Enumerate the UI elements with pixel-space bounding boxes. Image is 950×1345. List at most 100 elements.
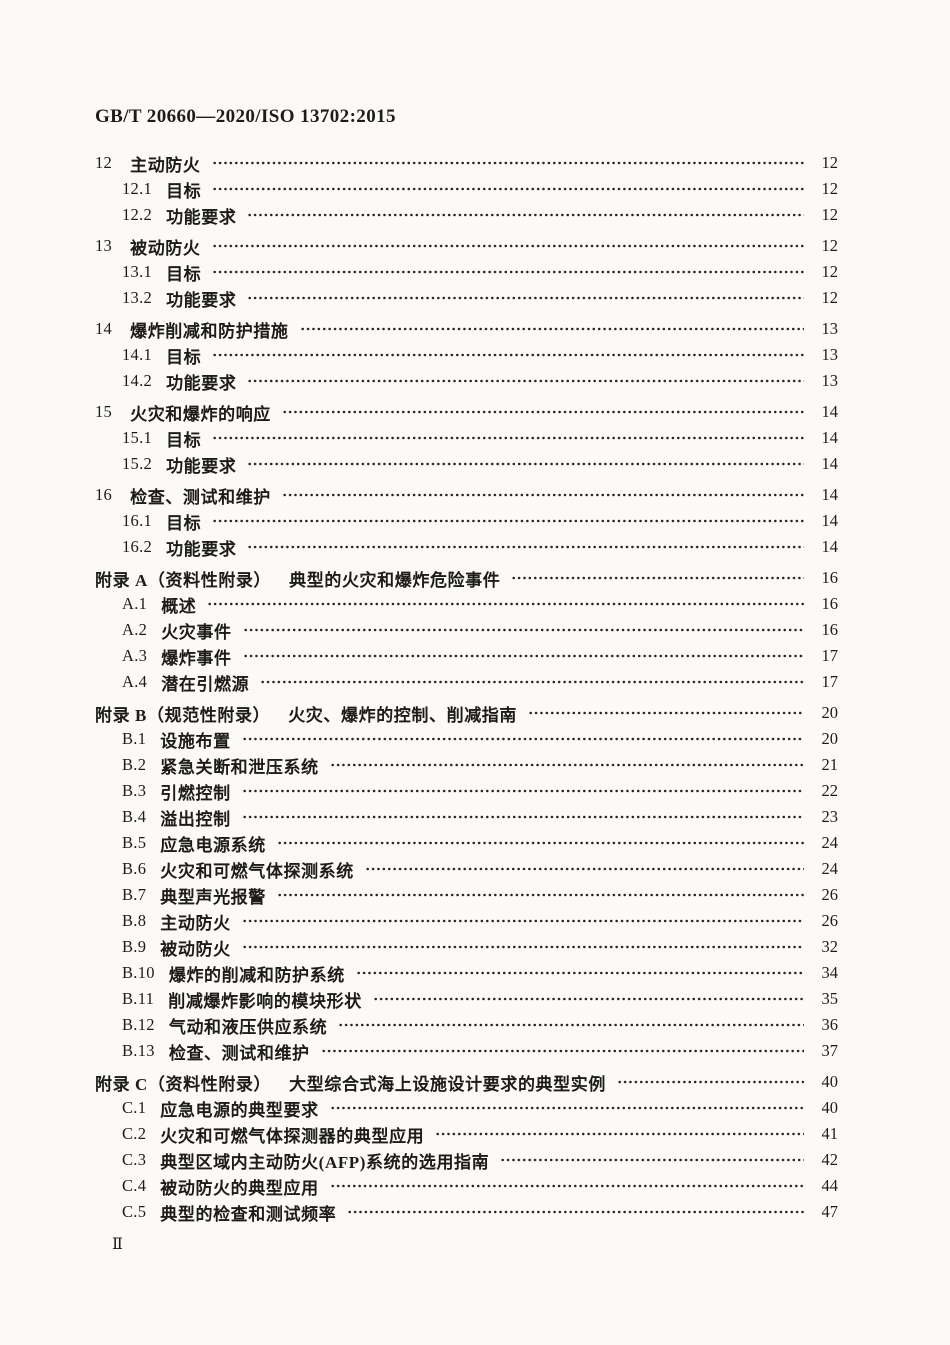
toc-entry-page: 14 — [821, 428, 839, 447]
toc-entry-number: A.2 — [122, 620, 148, 639]
toc-dot-leader — [242, 617, 804, 643]
toc-entry: C.4 被动防火的典型应用 44 — [95, 1173, 838, 1199]
toc-entry-page: 16 — [821, 620, 839, 639]
toc-entry: 15 火灾和爆炸的响应 14 — [95, 399, 838, 425]
toc-dot-leader — [329, 1173, 804, 1199]
toc-entry: 16 检查、测试和维护 14 — [95, 482, 838, 508]
toc-entry-title: 被动防火的典型应用 — [160, 1178, 319, 1198]
toc-entry-number: B.3 — [122, 781, 147, 800]
toc-dot-leader — [211, 150, 804, 176]
toc-entry-title: 设施布置 — [160, 731, 231, 751]
toc-entry-number: B.4 — [122, 807, 147, 826]
toc-entry: B.7 典型声光报警 26 — [95, 882, 838, 908]
toc-entry-title: 主动防火 — [160, 913, 231, 933]
toc-entry-page: 22 — [821, 781, 839, 800]
toc-entry-number: 16.1 — [122, 511, 153, 530]
toc-entry-page: 14 — [821, 402, 839, 421]
toc-entry-title: 被动防火 — [130, 238, 201, 258]
toc-entry-number: C.4 — [122, 1176, 147, 1195]
toc-entry-number: 14 — [95, 319, 113, 338]
toc-dot-leader — [329, 1095, 804, 1121]
toc-entry-number: 12.1 — [122, 179, 153, 198]
toc-entry-title: 火灾和可燃气体探测系统 — [160, 861, 354, 881]
toc-entry: B.3 引燃控制 22 — [95, 778, 838, 804]
toc-entry-title: 应急电源系统 — [160, 835, 266, 855]
toc-dot-leader — [212, 425, 804, 451]
toc-entry-title: 概述 — [161, 596, 197, 616]
toc-entry-page: 12 — [821, 236, 839, 255]
toc-entry-page: 42 — [821, 1150, 839, 1169]
toc-entry: B.13 检查、测试和维护 37 — [95, 1038, 838, 1064]
toc-entry-page: 12 — [821, 288, 839, 307]
toc-entry: 14.2 功能要求 13 — [95, 368, 838, 394]
toc-entry-title: 功能要求 — [166, 539, 237, 559]
toc-dot-leader — [281, 399, 804, 425]
toc-entry: B.1 设施布置 20 — [95, 726, 838, 752]
toc-entry: C.5 典型的检查和测试频率 47 — [95, 1199, 838, 1225]
toc-dot-leader — [299, 316, 804, 342]
toc-entry: 16.1 目标 14 — [95, 508, 838, 534]
toc-entry: 附录 C（资料性附录） 大型综合式海上设施设计要求的典型实例 40 — [95, 1069, 838, 1095]
toc-entry-page: 16 — [821, 568, 839, 587]
toc-dot-leader — [241, 934, 804, 960]
page-number-footer: Ⅱ — [112, 1236, 124, 1253]
toc-dot-leader — [511, 565, 804, 591]
toc-entry-number: B.10 — [122, 963, 155, 982]
toc-entry-title: 功能要求 — [166, 290, 237, 310]
toc-entry-title: 火灾事件 — [161, 622, 232, 642]
toc-dot-leader — [364, 856, 804, 882]
toc-entry-title: 典型区域内主动防火(AFP)系统的选用指南 — [160, 1152, 490, 1172]
toc-entry-page: 20 — [821, 729, 839, 748]
toc-entry-page: 21 — [821, 755, 839, 774]
toc-entry-number: 13.2 — [122, 288, 153, 307]
toc-entry: B.4 溢出控制 23 — [95, 804, 838, 830]
toc-entry: B.10 爆炸的削减和防护系统 34 — [95, 960, 838, 986]
toc-entry: A.1 概述 16 — [95, 591, 838, 617]
toc-entry-title: 目标 — [166, 513, 202, 533]
toc-entry: B.2 紧急关断和泄压系统 21 — [95, 752, 838, 778]
toc-dot-leader — [247, 368, 804, 394]
toc-entry-page: 17 — [821, 672, 839, 691]
toc-entry-title: 目标 — [166, 264, 202, 284]
toc-entry-number: 附录 C（资料性附录） — [95, 1074, 272, 1094]
toc-entry-title: 气动和液压供应系统 — [168, 1017, 328, 1037]
toc-dot-leader — [212, 508, 804, 534]
toc-entry-title: 功能要求 — [166, 456, 237, 476]
toc-entry-number: 16.2 — [122, 537, 153, 556]
toc-entry-page: 12 — [821, 205, 839, 224]
toc-entry: 13 被动防火 12 — [95, 233, 838, 259]
toc-entry: 14 爆炸削减和防护措施 13 — [95, 316, 838, 342]
toc-entry-page: 14 — [821, 454, 839, 473]
toc-entry-number: C.2 — [122, 1124, 147, 1143]
toc-dot-leader — [247, 534, 804, 560]
toc-dot-leader — [241, 804, 804, 830]
toc-entry-page: 37 — [821, 1041, 839, 1060]
toc-entry-page: 17 — [821, 646, 839, 665]
toc-entry: 16.2 功能要求 14 — [95, 534, 838, 560]
toc-entry-page: 32 — [821, 937, 839, 956]
toc-entry-number: B.6 — [122, 859, 147, 878]
toc-entry-number: B.11 — [122, 989, 155, 1008]
toc-entry-title: 爆炸事件 — [161, 648, 232, 668]
toc-entry-number: B.12 — [122, 1015, 155, 1034]
table-of-contents: 12 主动防火 12 12.1 目标 12 12.2 功能要求 12 13 被动… — [95, 150, 838, 1225]
toc-entry-number: B.8 — [122, 911, 147, 930]
toc-dot-leader — [212, 259, 804, 285]
toc-entry: B.5 应急电源系统 24 — [95, 830, 838, 856]
toc-entry-title: 功能要求 — [166, 207, 237, 227]
toc-entry-number: 12 — [95, 153, 113, 172]
toc-entry: 14.1 目标 13 — [95, 342, 838, 368]
toc-entry-number: 13 — [95, 236, 113, 255]
toc-dot-leader — [276, 830, 804, 856]
toc-entry-number: A.3 — [122, 646, 148, 665]
toc-entry: B.11 削减爆炸影响的模块形状 35 — [95, 986, 838, 1012]
toc-entry-number: A.4 — [122, 672, 148, 691]
toc-entry: A.2 火灾事件 16 — [95, 617, 838, 643]
toc-dot-leader — [212, 176, 804, 202]
toc-dot-leader — [329, 752, 804, 778]
toc-entry: 12.1 目标 12 — [95, 176, 838, 202]
toc-entry-page: 12 — [821, 262, 839, 281]
toc-dot-leader — [247, 202, 804, 228]
toc-entry-page: 20 — [821, 703, 839, 722]
